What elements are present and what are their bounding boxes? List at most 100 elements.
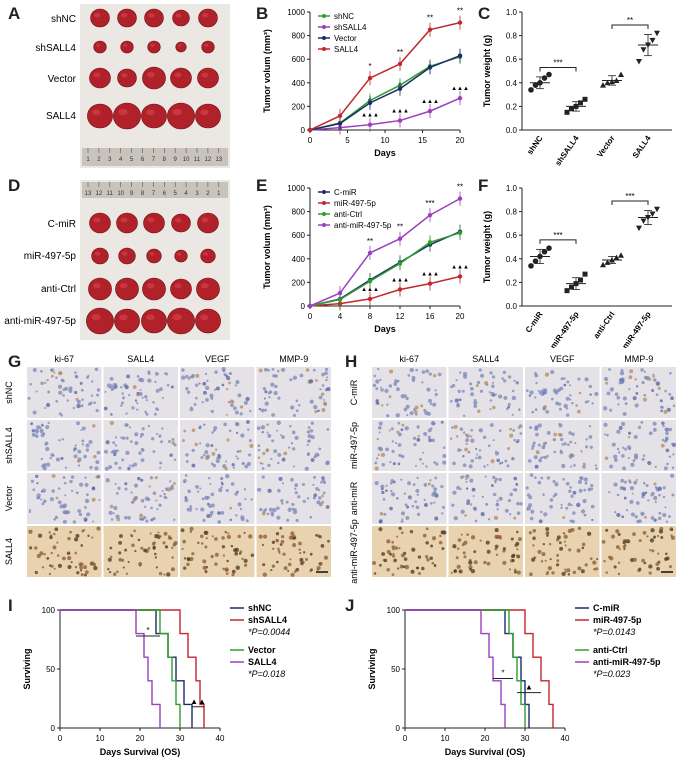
- cell-nucleus: [624, 402, 628, 406]
- cell-nucleus: [226, 559, 229, 563]
- cell-nucleus: [630, 462, 635, 467]
- data-point: [427, 65, 433, 70]
- cell-nucleus: [204, 570, 208, 574]
- cell-nucleus: [654, 500, 657, 504]
- cell-nucleus: [373, 572, 377, 575]
- cell-nucleus: [160, 440, 164, 444]
- cell-nucleus: [144, 410, 148, 414]
- category-label: Vector: [595, 134, 616, 159]
- cell-nucleus: [426, 387, 431, 392]
- legend-marker: [322, 47, 326, 51]
- cell-nucleus: [546, 476, 551, 480]
- cell-nucleus: [81, 398, 84, 401]
- cell-nucleus: [622, 466, 627, 471]
- cell-nucleus: [149, 476, 154, 480]
- cell-nucleus: [292, 413, 296, 417]
- cell-nucleus: [302, 499, 306, 504]
- cell-nucleus: [280, 534, 285, 539]
- cell-nucleus: [653, 482, 657, 486]
- cell-nucleus: [582, 465, 586, 469]
- ruler-label: 8: [141, 191, 145, 197]
- cell-nucleus: [155, 432, 159, 436]
- cell-nucleus: [584, 445, 589, 449]
- cell-nucleus: [558, 541, 562, 545]
- cell-nucleus: [621, 421, 626, 427]
- tumor-highlight: [146, 314, 155, 321]
- cell-nucleus: [534, 476, 537, 479]
- cell-nucleus: [501, 461, 504, 464]
- cell-nucleus: [390, 489, 393, 493]
- cell-nucleus: [400, 428, 404, 432]
- cell-nucleus: [655, 393, 659, 397]
- cell-nucleus: [321, 500, 325, 504]
- tumor-highlight: [175, 13, 182, 18]
- cell-nucleus: [246, 420, 250, 424]
- cell-nucleus: [582, 498, 587, 504]
- cell-nucleus: [74, 565, 78, 569]
- cell-nucleus: [91, 486, 96, 491]
- cell-nucleus: [414, 464, 417, 468]
- cell-nucleus: [84, 573, 87, 577]
- cell-nucleus: [420, 404, 424, 408]
- cell-nucleus: [114, 482, 117, 485]
- cell-nucleus: [470, 435, 473, 438]
- cell-nucleus: [322, 491, 326, 495]
- cell-nucleus: [452, 490, 457, 495]
- cell-nucleus: [450, 571, 453, 574]
- cell-nucleus: [293, 570, 297, 573]
- tumor: [115, 277, 139, 301]
- cell-nucleus: [613, 565, 617, 569]
- cell-nucleus: [622, 487, 627, 491]
- cell-nucleus: [118, 541, 123, 545]
- cell-nucleus: [557, 402, 562, 406]
- cell-nucleus: [553, 432, 558, 437]
- cell-nucleus: [314, 379, 318, 382]
- significance-mark: **: [397, 48, 403, 57]
- cell-nucleus: [560, 437, 564, 442]
- cell-nucleus: [563, 534, 568, 539]
- tumor-highlight: [93, 217, 101, 223]
- cell-nucleus: [391, 449, 395, 453]
- cell-nucleus: [181, 368, 185, 372]
- series-line: [309, 21, 461, 131]
- cell-nucleus: [486, 383, 489, 387]
- cell-nucleus: [80, 573, 84, 577]
- cell-nucleus: [226, 438, 230, 442]
- cell-nucleus: [465, 438, 470, 443]
- cell-nucleus: [132, 385, 137, 389]
- cell-nucleus: [133, 462, 138, 467]
- cell-nucleus: [234, 384, 237, 387]
- cell-nucleus: [104, 466, 109, 471]
- cell-nucleus: [292, 465, 295, 468]
- cell-nucleus: [79, 482, 84, 487]
- cell-nucleus: [204, 545, 208, 549]
- cell-nucleus: [324, 371, 328, 376]
- cell-nucleus: [220, 486, 223, 489]
- cell-nucleus: [226, 376, 231, 381]
- cell-nucleus: [77, 449, 82, 454]
- cell-nucleus: [456, 564, 461, 569]
- cell-nucleus: [258, 408, 262, 411]
- cell-nucleus: [595, 567, 599, 571]
- cell-nucleus: [669, 372, 672, 375]
- cell-nucleus: [318, 395, 323, 400]
- cell-nucleus: [231, 569, 236, 574]
- cell-nucleus: [259, 462, 262, 465]
- y-tick-label: 0.4: [506, 79, 518, 88]
- cell-nucleus: [384, 388, 389, 394]
- cell-nucleus: [277, 461, 280, 465]
- cell-nucleus: [631, 492, 634, 495]
- cell-nucleus: [401, 423, 405, 427]
- cell-nucleus: [105, 440, 110, 445]
- significance-mark: **: [427, 14, 433, 23]
- cell-nucleus: [125, 423, 129, 427]
- cell-nucleus: [67, 565, 72, 570]
- cell-nucleus: [307, 434, 312, 439]
- cell-nucleus: [490, 459, 495, 464]
- cell-nucleus: [461, 389, 465, 393]
- tumor: [141, 308, 167, 334]
- cell-nucleus: [477, 455, 482, 460]
- ruler-ticks: 13 12 11 10 9 8 7 6 5 4 3 2 1: [85, 182, 221, 197]
- cell-nucleus: [442, 460, 447, 465]
- ruler-label: 10: [117, 191, 124, 197]
